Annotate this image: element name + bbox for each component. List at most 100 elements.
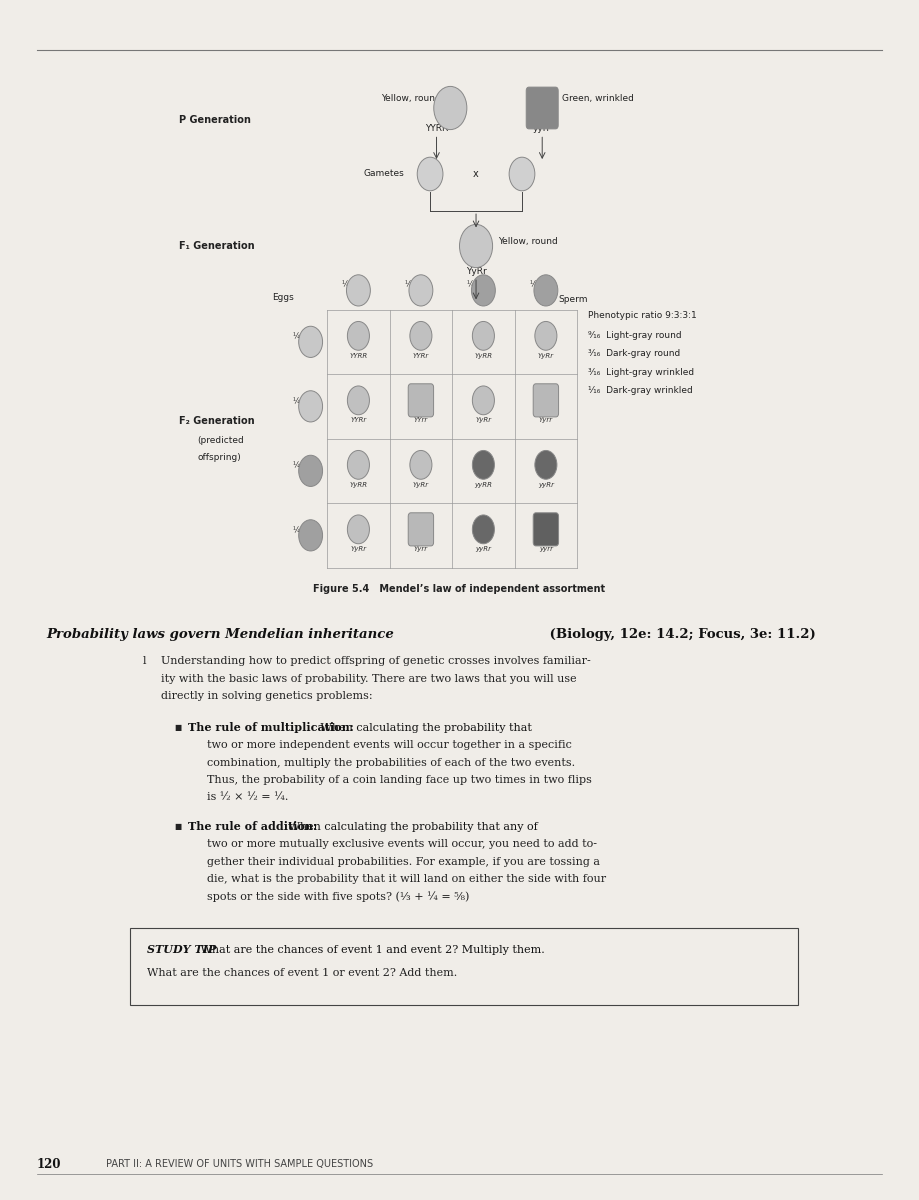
Text: ¼: ¼ (292, 397, 300, 406)
Text: directly in solving genetics problems:: directly in solving genetics problems: (161, 691, 372, 701)
Circle shape (460, 224, 493, 268)
Circle shape (434, 86, 467, 130)
Text: F₂ Generation: F₂ Generation (179, 415, 255, 426)
Circle shape (299, 455, 323, 486)
Text: PART II: A REVIEW OF UNITS WITH SAMPLE QUESTIONS: PART II: A REVIEW OF UNITS WITH SAMPLE Q… (106, 1159, 373, 1169)
Text: What are the chances of event 1 and event 2? Multiply them.: What are the chances of event 1 and even… (197, 944, 544, 955)
Text: YR: YR (355, 288, 362, 293)
Text: ¼: ¼ (292, 332, 300, 342)
Text: ity with the basic laws of probability. There are two laws that you will use: ity with the basic laws of probability. … (161, 673, 576, 684)
Text: die, what is the probability that it will land on either the side with four: die, what is the probability that it wil… (207, 874, 606, 884)
Text: ³⁄₁₆  Light-gray wrinkled: ³⁄₁₆ Light-gray wrinkled (588, 367, 694, 377)
Text: YyRr: YyRr (350, 546, 367, 552)
Text: ¹⁄₁₆  Dark-gray wrinkled: ¹⁄₁₆ Dark-gray wrinkled (588, 385, 693, 395)
Text: yr: yr (518, 170, 526, 176)
Text: STUDY TIP: STUDY TIP (147, 944, 216, 955)
Circle shape (472, 515, 494, 544)
Text: YYRr: YYRr (413, 353, 429, 359)
Circle shape (534, 275, 558, 306)
Text: ■: ■ (175, 823, 182, 830)
Circle shape (417, 157, 443, 191)
Circle shape (299, 391, 323, 422)
FancyBboxPatch shape (533, 384, 559, 416)
Text: ■: ■ (175, 724, 182, 732)
Text: ¼: ¼ (292, 462, 300, 470)
Text: YR: YR (425, 170, 435, 176)
Text: yyRr: yyRr (538, 481, 554, 487)
Text: When calculating the probability that: When calculating the probability that (317, 722, 532, 733)
Text: is ½ × ½ = ¼.: is ½ × ½ = ¼. (207, 792, 289, 803)
Text: F₁ Generation: F₁ Generation (179, 241, 255, 251)
Circle shape (299, 520, 323, 551)
Text: Phenotypic ratio 9:3:3:1: Phenotypic ratio 9:3:3:1 (588, 311, 697, 320)
Text: yyRr: yyRr (475, 546, 492, 552)
Text: l: l (142, 656, 146, 666)
Text: Green, wrinkled: Green, wrinkled (562, 94, 634, 103)
Text: Eggs: Eggs (272, 293, 294, 302)
Text: YR: YR (307, 340, 314, 344)
Text: Yyrr: Yyrr (539, 418, 553, 424)
Circle shape (509, 157, 535, 191)
Text: Yellow, round: Yellow, round (498, 236, 558, 246)
Text: Yr: Yr (417, 288, 425, 293)
Circle shape (472, 386, 494, 415)
Text: Thus, the probability of a coin landing face up two times in two flips: Thus, the probability of a coin landing … (207, 775, 592, 785)
Text: Figure 5.4   Mendel’s law of independent assortment: Figure 5.4 Mendel’s law of independent a… (313, 584, 606, 594)
Circle shape (535, 450, 557, 479)
Circle shape (471, 275, 495, 306)
Text: YyRr: YyRr (466, 266, 486, 276)
Text: yyrr: yyrr (539, 546, 553, 552)
Text: YYrr: YYrr (414, 418, 428, 424)
Text: yR: yR (480, 288, 487, 293)
Text: ¼: ¼ (404, 280, 412, 289)
Text: Yr: Yr (307, 404, 314, 409)
Text: The rule of multiplication:: The rule of multiplication: (188, 722, 354, 733)
Text: YyRR: YyRR (349, 481, 368, 487)
Text: yr: yr (543, 288, 549, 293)
Circle shape (472, 322, 494, 350)
Circle shape (347, 322, 369, 350)
Text: 120: 120 (37, 1158, 62, 1170)
Text: combination, multiply the probabilities of each of the two events.: combination, multiply the probabilities … (207, 757, 575, 768)
Text: yr: yr (308, 533, 313, 538)
Text: two or more mutually exclusive events will occur, you need to add to-: two or more mutually exclusive events wi… (207, 839, 596, 850)
Text: P Generation: P Generation (179, 115, 251, 125)
Text: ¼: ¼ (529, 280, 537, 289)
FancyBboxPatch shape (527, 88, 558, 128)
Circle shape (409, 275, 433, 306)
Circle shape (347, 450, 369, 479)
Circle shape (346, 275, 370, 306)
Text: Understanding how to predict offspring of genetic crosses involves familiar-: Understanding how to predict offspring o… (161, 656, 591, 666)
Circle shape (535, 322, 557, 350)
Text: offspring): offspring) (198, 454, 242, 462)
Circle shape (410, 322, 432, 350)
Circle shape (347, 386, 369, 415)
FancyBboxPatch shape (408, 512, 434, 546)
Text: Gametes: Gametes (363, 169, 403, 179)
Text: spots or the side with five spots? (⅓ + ¼ = ⅝): spots or the side with five spots? (⅓ + … (207, 892, 470, 901)
Text: The rule of addition:: The rule of addition: (188, 821, 317, 833)
Text: YyRR: YyRR (474, 353, 493, 359)
Text: yyrr: yyrr (533, 124, 551, 133)
FancyBboxPatch shape (130, 929, 798, 1006)
Text: ⁹⁄₁₆  Light-gray round: ⁹⁄₁₆ Light-gray round (588, 331, 682, 341)
Text: yyRR: yyRR (474, 481, 493, 487)
FancyBboxPatch shape (533, 512, 559, 546)
Text: ¼: ¼ (467, 280, 474, 289)
Text: YyRr: YyRr (413, 481, 429, 487)
Text: x: x (473, 169, 479, 179)
Text: ¼: ¼ (342, 280, 349, 289)
Text: ¼: ¼ (292, 526, 300, 535)
Text: YYRR: YYRR (425, 124, 448, 133)
Text: YYRR: YYRR (349, 353, 368, 359)
Text: YyRr: YyRr (475, 418, 492, 424)
Circle shape (347, 515, 369, 544)
Text: Yyrr: Yyrr (414, 546, 428, 552)
Text: two or more independent events will occur together in a specific: two or more independent events will occu… (207, 740, 572, 750)
Text: Yellow, round: Yellow, round (381, 94, 441, 103)
Text: When calculating the probability that any of: When calculating the probability that an… (285, 822, 538, 832)
FancyBboxPatch shape (408, 384, 434, 416)
Text: ³⁄₁₆  Dark-gray round: ³⁄₁₆ Dark-gray round (588, 349, 680, 359)
Text: YyRr: YyRr (538, 353, 554, 359)
Text: Sperm: Sperm (559, 295, 588, 305)
